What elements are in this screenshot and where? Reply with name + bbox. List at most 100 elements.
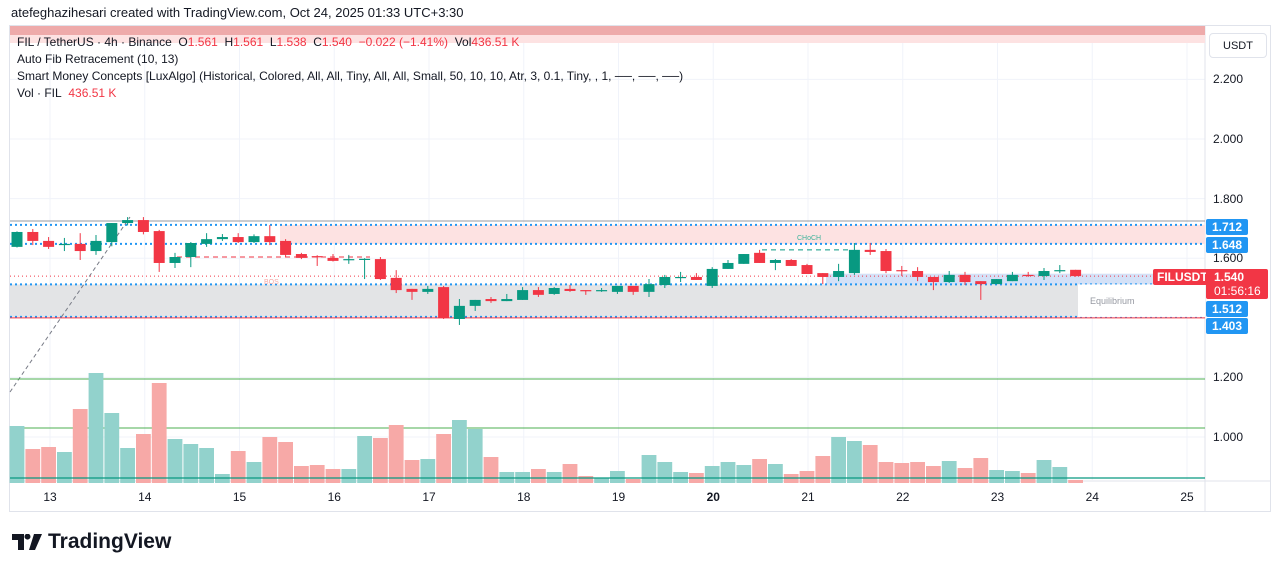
price-label-discount: 1.403 (1206, 318, 1248, 334)
candle-body (280, 240, 292, 255)
candle-body (58, 243, 70, 246)
candle (216, 234, 228, 241)
candle-body (1070, 269, 1082, 277)
volume-bar (815, 456, 831, 483)
volume-bar (704, 466, 720, 483)
time-axis-label: 19 (611, 490, 626, 504)
tradingview-logo-icon (12, 534, 42, 550)
candle (74, 233, 86, 260)
candle (327, 254, 339, 262)
candle-body (975, 281, 987, 285)
candle-body (959, 274, 971, 283)
candle-body (216, 237, 228, 240)
candle (659, 274, 671, 288)
volume-title: Vol · FIL (17, 86, 62, 100)
candle (185, 242, 197, 268)
candle-body (153, 231, 165, 263)
volume-bar (199, 448, 214, 483)
candle-body (201, 239, 213, 244)
candle (848, 243, 860, 275)
volume-bar (1005, 471, 1020, 483)
price-axis-label: 1.600 (1213, 251, 1244, 266)
volume-bar (941, 461, 957, 483)
candle-body (438, 287, 450, 319)
price-label-premium-bottom: 1.648 (1206, 237, 1248, 253)
candle (864, 243, 876, 255)
candle-body (11, 231, 23, 247)
candle-body (848, 249, 860, 274)
candle-body (27, 231, 39, 241)
volume-bar (862, 445, 878, 483)
indicator-fib[interactable]: Auto Fib Retracement (10, 13) (17, 52, 179, 66)
time-axis-label: 22 (896, 490, 910, 504)
candle (738, 254, 750, 264)
indicator-smc[interactable]: Smart Money Concepts [LuxAlgo] (Historic… (17, 69, 684, 83)
volume-bar (578, 476, 594, 483)
candle (801, 263, 813, 274)
candle-body (1022, 274, 1034, 277)
candle (548, 287, 560, 295)
volume-bar (1052, 467, 1068, 483)
time-axis-label: 14 (138, 490, 152, 504)
volume-bar (752, 459, 767, 483)
candle-body (754, 252, 766, 263)
candle-body (1038, 271, 1050, 277)
open-value: 1.561 (187, 35, 218, 49)
candle (991, 279, 1003, 285)
candle (785, 259, 797, 266)
close-value: 1.540 (321, 35, 352, 49)
candle-body (643, 284, 655, 292)
candle (959, 271, 971, 286)
candle (975, 281, 987, 300)
symbol-legend: FIL / TetherUS · 4h · Binance O1.561 H1.… (17, 35, 519, 49)
price-axis-label: 1.000 (1213, 430, 1244, 444)
volume-bar (357, 436, 372, 483)
candle-body (469, 299, 481, 306)
candle (1038, 268, 1050, 280)
volume-bar (483, 457, 499, 483)
volume-bar (1036, 460, 1052, 483)
candle (311, 255, 323, 266)
choch-label: CHoCH (797, 235, 821, 242)
candle-body (596, 290, 608, 292)
volume-bar (989, 470, 1004, 483)
currency-button[interactable]: USDT (1209, 33, 1267, 58)
alert-band (10, 26, 1205, 35)
candle (943, 271, 955, 283)
brand-name: TradingView (48, 530, 172, 553)
candle (11, 231, 23, 248)
close-label: C (313, 35, 322, 49)
candle (453, 299, 465, 325)
candle (1070, 269, 1082, 277)
candle (374, 257, 386, 280)
volume-bar (878, 462, 894, 483)
candle (359, 258, 371, 280)
candle-body (785, 259, 797, 266)
candle (106, 223, 118, 247)
time-axis-label: 20 (706, 490, 720, 504)
tradingview-logo[interactable]: TradingView (12, 530, 171, 554)
volume-bar (894, 463, 910, 483)
candle-body (738, 254, 750, 264)
premium-zone (280, 224, 1205, 244)
time-axis-label: 24 (1085, 490, 1099, 504)
candle-body (991, 279, 1003, 285)
volume-bar (420, 459, 436, 483)
candle (1054, 265, 1066, 274)
volume-bar (230, 451, 246, 483)
volume-bar (831, 437, 846, 483)
volume-bar (325, 469, 341, 483)
bar-countdown: 01:56:16 (1214, 284, 1261, 298)
candle-body (390, 277, 402, 291)
candle (280, 239, 292, 258)
candle (264, 225, 276, 246)
candle-body (817, 273, 829, 277)
candle (201, 233, 213, 247)
indicator-volume[interactable]: Vol · FIL 436.51 K (17, 86, 116, 100)
candle-body (311, 256, 323, 258)
volume-bar (768, 464, 783, 483)
credit-text: atefeghazihesari created with TradingVie… (11, 5, 464, 20)
candle (754, 249, 766, 263)
symbol-label[interactable]: FIL / TetherUS · 4h · Binance (17, 35, 172, 49)
